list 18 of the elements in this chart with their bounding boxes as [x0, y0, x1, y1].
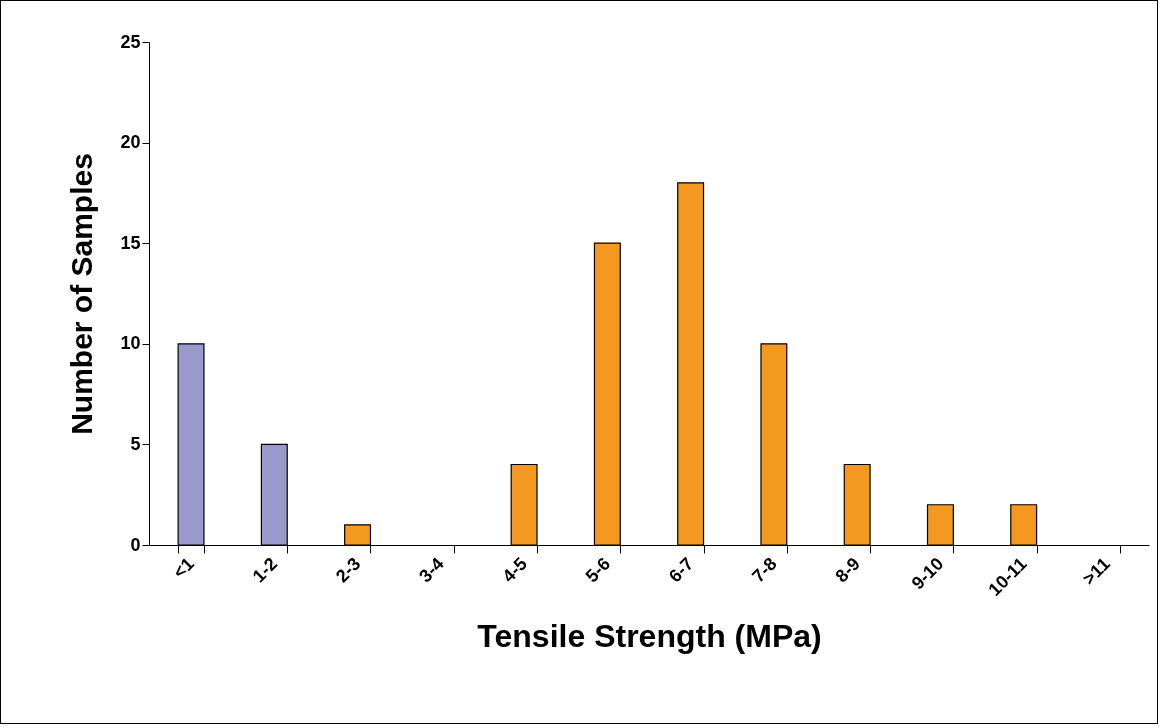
x-tick-label: 2-3 — [331, 553, 365, 587]
x-tick-label: 5-6 — [581, 553, 615, 587]
x-tick-label: 1-2 — [248, 553, 282, 587]
x-axis-title: Tensile Strength (MPa) — [477, 617, 822, 654]
y-tick-label: 5 — [130, 433, 141, 454]
y-tick-label: 20 — [120, 132, 141, 153]
x-tick-label: >11 — [1078, 553, 1114, 589]
x-tick-label: <1 — [169, 553, 198, 583]
y-tick-label: 25 — [120, 31, 141, 52]
y-tick-label: 10 — [120, 333, 141, 354]
y-axis-title: Number of Samples — [65, 153, 99, 435]
x-tick-label: 8-9 — [831, 553, 865, 587]
x-tick-label: 7-8 — [748, 553, 781, 587]
y-tick-label: 0 — [130, 534, 141, 555]
x-tick-label: 4-5 — [498, 553, 531, 587]
y-tick-label: 15 — [120, 232, 141, 253]
x-tick-label: 3-4 — [415, 553, 448, 587]
x-tick-label: 6-7 — [664, 553, 698, 587]
